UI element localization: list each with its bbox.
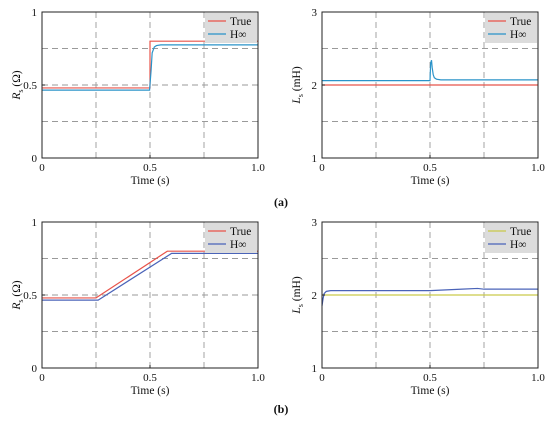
x-tick-label: 0.5	[423, 162, 437, 174]
y-axis-label: Ls (mH)	[291, 66, 305, 104]
series-line-true	[42, 40, 258, 89]
y-tick-label: 2	[312, 290, 318, 302]
legend-entry: True	[510, 226, 531, 238]
y-axis-label: Rs (Ω)	[11, 70, 25, 100]
y-tick-label: 3	[312, 217, 318, 229]
x-tick-label: 1.0	[251, 162, 265, 174]
y-tick-label: 0.5	[23, 80, 37, 92]
x-axis-label: Time (s)	[411, 385, 450, 397]
legend-entry: True	[230, 16, 251, 28]
x-tick-label: 0.5	[423, 372, 437, 384]
x-tick-label: 1.0	[251, 372, 265, 384]
y-tick-label: 3	[312, 7, 318, 19]
y-tick-label: 1	[32, 217, 38, 229]
x-tick-label: 0	[319, 162, 325, 174]
series-line-hinf	[322, 60, 538, 82]
legend-entry: True	[510, 16, 531, 28]
x-tick-label: 0	[39, 372, 45, 384]
x-axis-label: Time (s)	[131, 385, 170, 397]
legend-entry: H∞	[510, 239, 527, 251]
y-tick-label: 1	[32, 7, 38, 19]
series-line-hinf	[321, 287, 538, 307]
series-line-hinf	[42, 252, 258, 301]
legend-entry: H∞	[230, 29, 247, 41]
y-axis-label: Ls (mH)	[291, 276, 305, 314]
x-tick-label: 0	[39, 162, 45, 174]
y-tick-label: 1	[312, 363, 318, 375]
y-tick-label: 0	[32, 363, 38, 375]
series-line-hinf	[42, 44, 258, 91]
y-axis-label: Rs (Ω)	[11, 280, 25, 310]
legend-entry: H∞	[510, 29, 527, 41]
caption-b: (b)	[274, 402, 289, 416]
y-tick-label: 2	[312, 80, 318, 92]
y-tick-label: 0.5	[23, 290, 37, 302]
x-axis-label: Time (s)	[411, 175, 450, 187]
caption-a: (a)	[274, 195, 288, 209]
x-tick-label: 0.5	[143, 372, 157, 384]
y-tick-label: 0	[32, 153, 38, 165]
y-tick-label: 1	[312, 153, 318, 165]
x-tick-label: 0.5	[143, 162, 157, 174]
x-tick-label: 1.0	[531, 372, 545, 384]
x-axis-label: Time (s)	[131, 175, 170, 187]
legend-entry: True	[230, 226, 251, 238]
x-tick-label: 0	[319, 372, 325, 384]
legend-entry: H∞	[230, 239, 247, 251]
x-tick-label: 1.0	[531, 162, 545, 174]
